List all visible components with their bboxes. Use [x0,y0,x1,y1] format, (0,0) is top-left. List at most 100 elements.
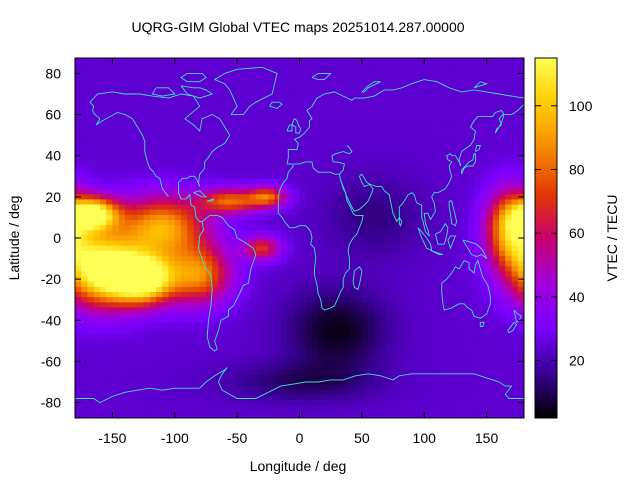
heatmap-cell [461,112,469,118]
heatmap-cell [255,281,263,288]
heatmap-cell [124,317,132,324]
heatmap-cell [193,225,201,231]
heatmap-cell [311,374,319,381]
heatmap-cell [424,307,432,314]
heatmap-cell [274,374,282,381]
heatmap-cell [517,250,524,257]
heatmap-cell [143,245,151,252]
heatmap-cell [318,58,326,62]
heatmap-cell [174,364,182,370]
heatmap-cell [287,266,294,273]
heatmap-cell [274,266,282,273]
heatmap-cell [99,76,107,82]
heatmap-cell [93,173,101,180]
heatmap-cell [249,106,257,113]
heatmap-cell [99,374,107,381]
heatmap-cell [486,307,494,314]
heatmap-cell [330,142,338,149]
heatmap-cell [262,214,269,221]
heatmap-cell [474,240,481,247]
heatmap-cell [449,184,457,190]
heatmap-cell [436,271,444,278]
heatmap-cell [405,168,413,175]
heatmap-cell [318,250,326,257]
heatmap-cell [174,322,182,329]
heatmap-cell [137,410,145,417]
heatmap-cell [87,148,95,154]
heatmap-cell [361,338,369,345]
heatmap-cell [124,343,132,350]
heatmap-cell [505,281,513,288]
heatmap-cell [81,302,89,309]
heatmap-cell [224,328,232,334]
heatmap-cell [336,148,344,154]
heatmap-cell [474,91,481,98]
heatmap-cell [293,394,301,401]
heatmap-cell [99,225,107,231]
heatmap-cell [386,173,394,180]
heatmap-cell [436,297,444,303]
heatmap-cell [386,312,394,319]
heatmap-cell [299,338,307,345]
heatmap-cell [480,250,488,257]
heatmap-cell [305,153,313,159]
heatmap-cell [330,302,338,309]
heatmap-cell [330,250,338,257]
heatmap-cell [199,302,207,309]
heatmap-cell [430,302,438,309]
heatmap-cell [455,214,463,221]
heatmap-cell [499,209,506,216]
heatmap-cell [174,307,182,314]
heatmap-cell [268,302,276,309]
heatmap-cell [81,112,89,118]
heatmap-cell [87,348,95,355]
heatmap-cell [405,142,413,149]
heatmap-cell [411,307,419,314]
heatmap-cell [368,394,375,401]
heatmap-cell [368,220,375,226]
heatmap-cell [517,389,524,396]
heatmap-cell [442,96,450,103]
heatmap-cell [156,106,163,113]
heatmap-cell [268,348,276,355]
heatmap-cell [99,322,107,329]
heatmap-cell [330,322,338,329]
heatmap-cell [243,204,251,211]
heatmap-cell [137,405,145,411]
heatmap-cell [93,148,101,154]
heatmap-cell [486,261,494,267]
heatmap-cell [137,199,145,206]
heatmap-cell [268,81,276,87]
heatmap-cell [137,307,145,314]
heatmap-cell [112,173,120,180]
heatmap-cell [149,163,157,170]
heatmap-cell [343,204,350,211]
heatmap-cell [449,178,457,185]
heatmap-cell [137,220,145,226]
heatmap-cell [343,328,350,334]
heatmap-cell [274,317,282,324]
heatmap-cell [467,364,475,370]
heatmap-cell [343,271,350,278]
heatmap-cell [480,364,488,370]
heatmap-cell [499,256,506,262]
heatmap-cell [280,348,288,355]
heatmap-cell [436,256,444,262]
heatmap-cell [349,189,357,195]
heatmap-cell [399,58,407,62]
heatmap-cell [324,405,332,411]
heatmap-cell [168,86,176,93]
heatmap-cell [168,266,176,273]
heatmap-cell [81,369,89,375]
heatmap-cell [131,374,138,381]
heatmap-cell [230,286,238,293]
heatmap-cell [349,127,357,134]
heatmap-cell [131,245,138,252]
heatmap-cell [380,209,388,216]
heatmap-cell [417,338,425,345]
heatmap-cell [218,256,226,262]
heatmap-cell [274,117,282,123]
heatmap-cell [162,358,170,365]
heatmap-cell [181,312,188,319]
heatmap-cell [330,384,338,391]
